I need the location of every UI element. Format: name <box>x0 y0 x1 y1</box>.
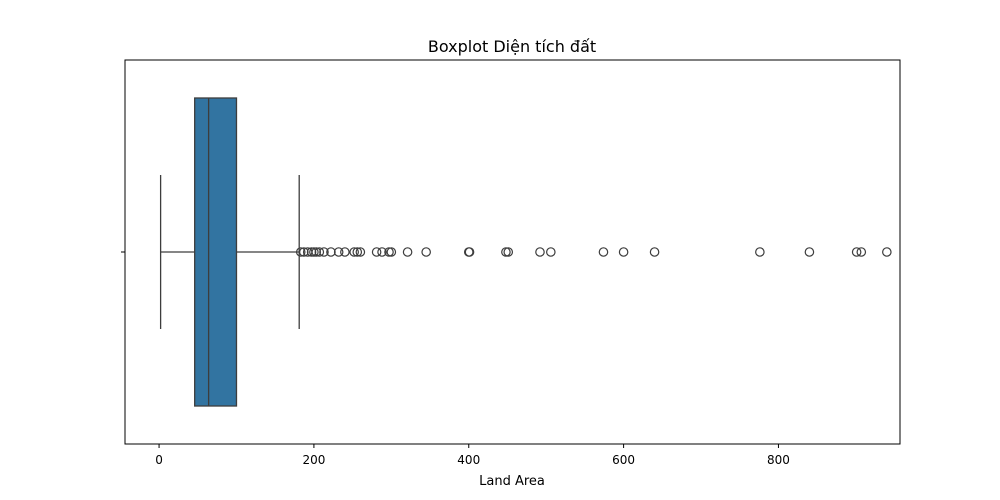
outlier-point <box>299 247 309 257</box>
outlier-point <box>546 247 556 257</box>
plot-area <box>159 97 892 407</box>
outlier-point <box>340 247 350 257</box>
outlier-point <box>314 247 325 257</box>
outlier-point <box>371 247 382 257</box>
outlier-point <box>804 247 815 257</box>
outlier-point <box>326 247 336 257</box>
x-tick-label: 800 <box>767 453 790 467</box>
outlier-point <box>464 247 475 257</box>
outlier-point <box>618 247 629 257</box>
outlier-point <box>535 247 545 257</box>
outlier-point <box>377 247 387 257</box>
outlier-point <box>319 247 329 257</box>
outlier-point <box>755 247 765 257</box>
x-tick-label: 0 <box>155 453 163 467</box>
outlier-point <box>851 247 862 257</box>
outlier-point <box>295 247 306 257</box>
outlier-point <box>311 247 322 257</box>
outlier-point <box>598 247 609 257</box>
outlier-point <box>882 247 892 257</box>
outlier-point <box>352 247 363 257</box>
outlier-point <box>349 247 359 257</box>
outlier-point <box>649 247 660 257</box>
outlier-point <box>856 247 867 257</box>
chart-title: Boxplot Diện tích đất <box>428 37 596 56</box>
x-axis: 0 200 400 600 800 <box>121 251 790 467</box>
outlier-point <box>421 247 431 257</box>
outlier-point <box>386 247 397 257</box>
outlier-point <box>355 247 366 257</box>
outlier-point <box>333 247 344 257</box>
iqr-box <box>194 97 238 407</box>
x-tick-label: 400 <box>457 453 480 467</box>
x-tick-label: 200 <box>302 453 325 467</box>
outlier-point <box>503 247 514 257</box>
x-tick-label: 600 <box>612 453 635 467</box>
outlier-point <box>402 247 413 257</box>
x-axis-label: Land Area <box>479 474 545 489</box>
